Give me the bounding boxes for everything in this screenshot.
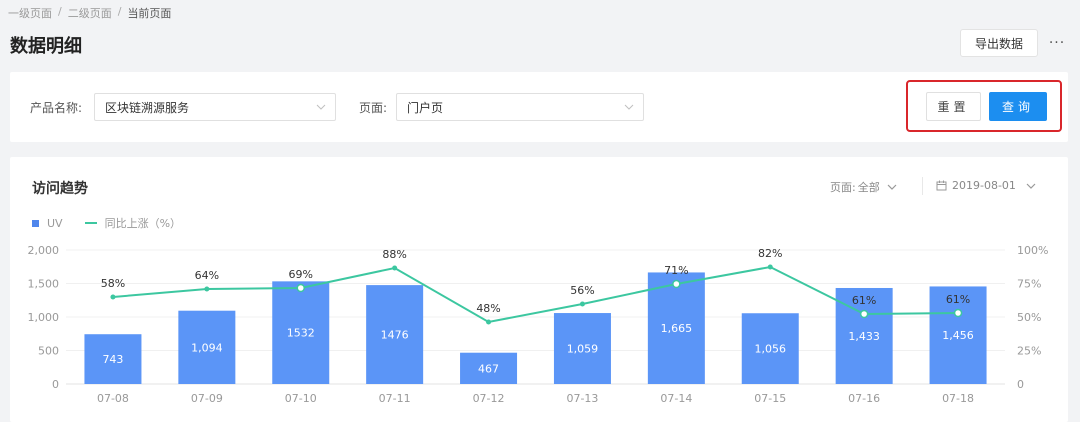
uv-bar-label: 1,056 [755, 343, 787, 356]
uv-bar[interactable] [84, 334, 142, 384]
y-left-tick: 1,000 [28, 311, 60, 324]
legend-growth-label[interactable]: 同比上涨（%） [104, 217, 182, 230]
y-right-tick: 50% [1017, 311, 1041, 324]
uv-bar[interactable] [553, 313, 611, 384]
growth-label: 82% [758, 247, 782, 260]
page-label: 页面: [359, 101, 388, 115]
growth-point[interactable] [767, 264, 773, 270]
export-data-button[interactable]: 导出数据 [960, 29, 1038, 57]
growth-label: 58% [101, 277, 125, 290]
chart-page-filter-value: 全部 [857, 181, 880, 194]
uv-bar[interactable] [366, 285, 424, 384]
uv-bar-label: 1,665 [661, 322, 693, 335]
growth-point[interactable] [579, 301, 585, 307]
growth-label: 71% [664, 264, 688, 277]
uv-bar-label: 1,094 [191, 341, 223, 354]
x-axis-tick: 07-15 [754, 392, 786, 405]
more-options-button[interactable]: ··· [1048, 35, 1066, 51]
uv-bar-label: 1,059 [567, 343, 599, 356]
breadcrumb-separator: / [117, 5, 122, 18]
date-value: 2019-08-01 [952, 179, 1016, 192]
breadcrumb-separator: / [58, 5, 62, 18]
chart-title: 访问趋势 [32, 181, 88, 197]
y-right-tick: 25% [1017, 345, 1041, 358]
growth-label: 61% [852, 294, 876, 307]
breadcrumb: 一级页面 / 二级页面 / 当前页面 [8, 5, 171, 21]
x-axis-tick: 07-09 [191, 392, 223, 405]
uv-bar-label: 1,456 [942, 329, 974, 342]
reset-button[interactable]: 重置 [926, 92, 981, 121]
uv-bar[interactable] [460, 352, 518, 384]
uv-bar-label: 743 [102, 353, 123, 366]
legend-growth-swatch [84, 222, 97, 224]
uv-bar-label: 1,433 [848, 330, 880, 343]
chart-legend: UV 同比上涨（%） [32, 215, 181, 231]
growth-label: 56% [570, 284, 594, 297]
legend-uv-label[interactable]: UV [47, 216, 63, 230]
product-name-value: 区块链溯源服务 [105, 100, 190, 115]
uv-bar[interactable] [272, 281, 330, 384]
growth-label: 88% [382, 248, 406, 261]
x-axis-tick: 07-10 [285, 392, 317, 405]
uv-bar[interactable] [741, 313, 799, 384]
growth-point[interactable] [672, 279, 681, 289]
page-select[interactable]: 门户页 [396, 93, 644, 121]
y-right-tick: 0 [1017, 378, 1024, 391]
date-picker[interactable]: 2019-08-01 [936, 179, 1037, 192]
filter-panel: 产品名称: 区块链溯源服务 页面: 门户页 重置 查询 [10, 72, 1068, 142]
highlight-annotation [906, 80, 1062, 132]
uv-bar-label: 467 [478, 362, 499, 375]
x-axis-tick: 07-14 [660, 392, 692, 405]
product-name-label: 产品名称: [30, 101, 83, 115]
x-axis-tick: 07-13 [566, 392, 598, 405]
growth-line [112, 265, 959, 324]
y-left-tick: 0 [52, 378, 59, 391]
uv-bar-label: 1476 [381, 329, 409, 342]
growth-point[interactable] [486, 319, 492, 325]
chart-page-filter[interactable]: 页面: 全部 [830, 179, 898, 195]
breadcrumb-item-current: 当前页面 [127, 7, 172, 20]
breadcrumb-item-level1[interactable]: 一级页面 [8, 7, 52, 20]
growth-label: 48% [476, 302, 500, 315]
growth-point[interactable] [953, 308, 963, 318]
y-right-tick: 75% [1017, 278, 1041, 291]
legend-uv-swatch [32, 219, 39, 227]
growth-point[interactable] [296, 283, 305, 293]
growth-point[interactable] [859, 309, 869, 319]
breadcrumb-item-level2[interactable]: 二级页面 [67, 7, 112, 20]
product-name-select[interactable]: 区块链溯源服务 [94, 93, 336, 121]
x-axis-tick: 07-12 [473, 392, 505, 405]
growth-label: 64% [195, 269, 219, 282]
growth-label: 69% [289, 268, 313, 281]
y-left-tick: 1,500 [28, 278, 60, 291]
growth-label: 61% [946, 293, 970, 306]
chevron-down-icon [1026, 183, 1036, 189]
x-axis-tick: 07-08 [97, 392, 129, 405]
x-axis-tick: 07-16 [848, 392, 880, 405]
page-value: 门户页 [407, 100, 444, 115]
uv-bar-label: 1532 [287, 327, 315, 340]
x-axis-tick: 07-18 [942, 392, 974, 405]
y-right-tick: 100% [1017, 244, 1048, 257]
chevron-down-icon [624, 104, 634, 110]
chevron-down-icon [316, 104, 326, 110]
growth-point[interactable] [204, 286, 210, 292]
uv-bar[interactable] [178, 310, 236, 384]
y-left-tick: 2,000 [28, 244, 60, 257]
calendar-icon [936, 180, 947, 191]
y-left-tick: 500 [38, 345, 59, 358]
chevron-down-icon [887, 184, 897, 190]
uv-bar[interactable] [929, 286, 987, 384]
chart-page-filter-label: 页面: [830, 181, 856, 194]
divider [922, 177, 923, 195]
query-button[interactable]: 查询 [989, 92, 1047, 121]
growth-point[interactable] [392, 265, 398, 271]
growth-point[interactable] [110, 294, 116, 300]
uv-bar[interactable] [647, 272, 705, 384]
page-title: 数据明细 [10, 36, 82, 57]
x-axis-tick: 07-11 [379, 392, 411, 405]
